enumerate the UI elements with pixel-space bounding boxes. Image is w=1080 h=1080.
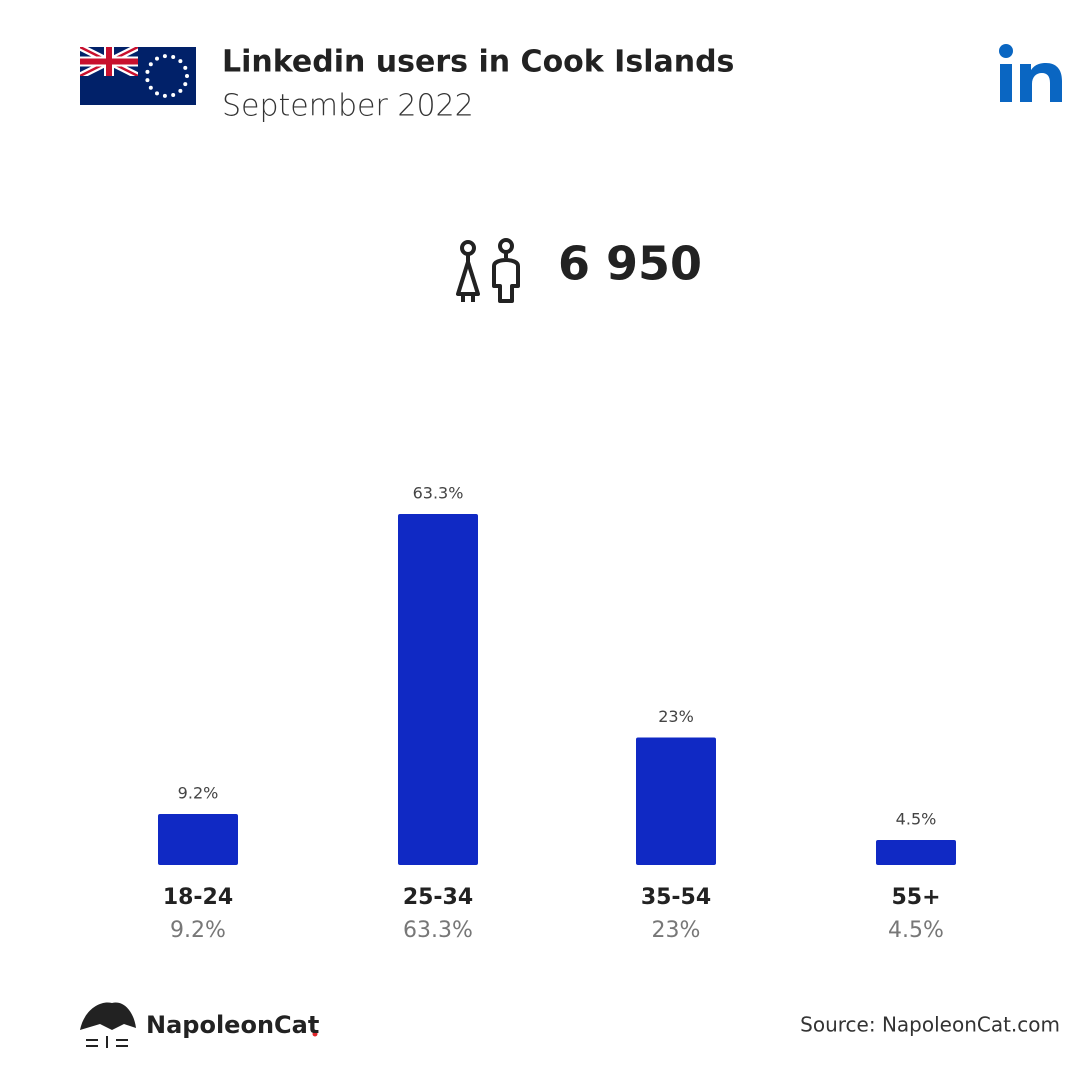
flag-star <box>162 54 167 59</box>
category-label: 18-24 <box>163 885 233 910</box>
users-icon <box>456 238 520 303</box>
total-users: 6 950 <box>558 237 702 291</box>
flag-star <box>178 88 183 93</box>
flag-star <box>183 82 188 87</box>
bar <box>876 840 956 865</box>
linkedin-logo <box>999 44 1062 102</box>
bar <box>398 514 478 865</box>
category-share: 9.2% <box>170 918 226 943</box>
category-label: 55+ <box>891 885 940 910</box>
category-label: 35-54 <box>641 885 711 910</box>
category-label: 25-34 <box>403 885 473 910</box>
category-share: 63.3% <box>403 918 473 943</box>
category-share: 4.5% <box>888 918 944 943</box>
flag-star <box>155 91 159 96</box>
bar <box>158 813 238 865</box>
value-label: 4.5% <box>896 810 937 829</box>
flag-star <box>178 59 183 64</box>
flag-star <box>183 65 188 70</box>
category-share: 23% <box>652 918 701 943</box>
value-label: 63.3% <box>413 484 464 503</box>
chart-subtitle: September 2022 <box>222 89 474 124</box>
flag-star <box>171 54 176 59</box>
bar <box>636 737 716 865</box>
brand-name: NapoleonCat <box>146 1011 319 1039</box>
flag-star <box>171 93 176 98</box>
flag-star <box>155 56 159 61</box>
brand-logo <box>80 1002 318 1048</box>
flag-star <box>162 93 167 98</box>
flag-star <box>145 69 150 74</box>
flag-star <box>185 74 189 78</box>
value-label: 23% <box>658 707 694 726</box>
flag-star <box>148 85 153 90</box>
source: Source: NapoleonCat.com <box>800 1013 1060 1037</box>
flag <box>80 47 196 105</box>
value-label: 9.2% <box>178 783 219 802</box>
flag-star <box>145 78 150 83</box>
flag-star <box>148 62 153 67</box>
chart-title: Linkedin users in Cook Islands <box>222 45 734 80</box>
